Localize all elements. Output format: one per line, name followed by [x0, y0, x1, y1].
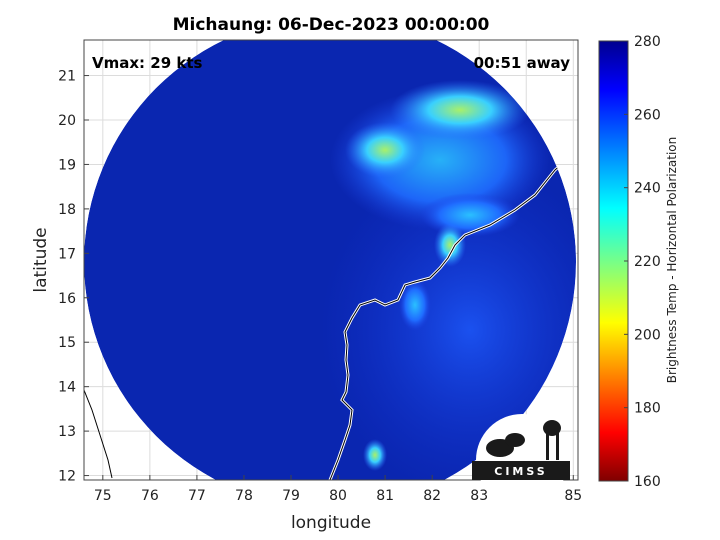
logo-text: CIMSS: [494, 465, 547, 478]
x-tick-label: 78: [235, 488, 253, 504]
x-axis: 7576777879808182838485: [94, 475, 582, 504]
x-tick-label: 80: [329, 488, 347, 504]
y-tick-label: 21: [58, 69, 76, 85]
logo-banner: [472, 461, 570, 480]
offshore-cell: [363, 439, 387, 471]
x-tick-label: 81: [376, 488, 394, 504]
colorbar-ticks: 280 260 240 220 200 180 160: [624, 34, 661, 490]
north-band-core: [390, 80, 530, 140]
y-axis: 12 13 14 15 16 17 18 19 20 21: [58, 69, 89, 485]
y-tick-label: 18: [58, 202, 76, 218]
logo-backdrop: [476, 414, 568, 506]
colorbar-tick-label: 220: [634, 254, 661, 270]
x-tick-label: 77: [188, 488, 206, 504]
y-axis-label: latitude: [31, 227, 51, 292]
x-tick-label: 76: [141, 488, 159, 504]
coastline: [329, 149, 576, 480]
satellite-dish-icon-2: [505, 433, 525, 447]
x-tick-label: 75: [94, 488, 112, 504]
x-tick-label: 83: [470, 488, 488, 504]
coastal-cell: [434, 223, 466, 267]
x-tick-label: 82: [423, 488, 441, 504]
colorbar-tick-label: 240: [634, 181, 661, 197]
water-tower-leg: [546, 432, 549, 460]
y-tick-label: 15: [58, 335, 76, 351]
coastal-cell-south: [399, 279, 431, 331]
chart-title: Michaung: 06-Dec-2023 00:00:00: [173, 15, 490, 35]
north-band-west: [345, 122, 425, 178]
y-tick-label: 16: [58, 291, 76, 307]
axes-frame: [83, 39, 579, 481]
colorbar: [598, 40, 629, 482]
y-tick-label: 12: [58, 469, 76, 485]
colorbar-tick-label: 180: [634, 401, 661, 417]
y-tick-label: 20: [58, 113, 76, 129]
coastline-west: [84, 389, 113, 479]
colorbar-label: Brightness Temp - Horizontal Polarizatio…: [665, 137, 679, 384]
colorbar-tick-label: 160: [634, 474, 661, 490]
colorbar-tick-label: 280: [634, 34, 661, 50]
y-tick-label: 14: [58, 380, 76, 396]
time-offset-annotation: 00:51 away: [474, 54, 571, 72]
x-tick-label: 79: [282, 488, 300, 504]
water-tower-icon: [543, 420, 561, 436]
vmax-annotation: Vmax: 29 kts: [92, 54, 202, 72]
y-tick-label: 17: [58, 246, 76, 262]
y-tick-label: 19: [58, 157, 76, 173]
swath-layer: [84, 40, 576, 480]
colorbar-tick-label: 260: [634, 107, 661, 123]
water-tower-leg-2: [556, 432, 559, 460]
x-tick-label: 85: [564, 488, 582, 504]
y-tick-label: 13: [58, 424, 76, 440]
cimss-logo: CIMSS: [472, 414, 570, 506]
colorbar-tick-label: 200: [634, 327, 661, 343]
x-axis-label: longitude: [291, 513, 371, 533]
